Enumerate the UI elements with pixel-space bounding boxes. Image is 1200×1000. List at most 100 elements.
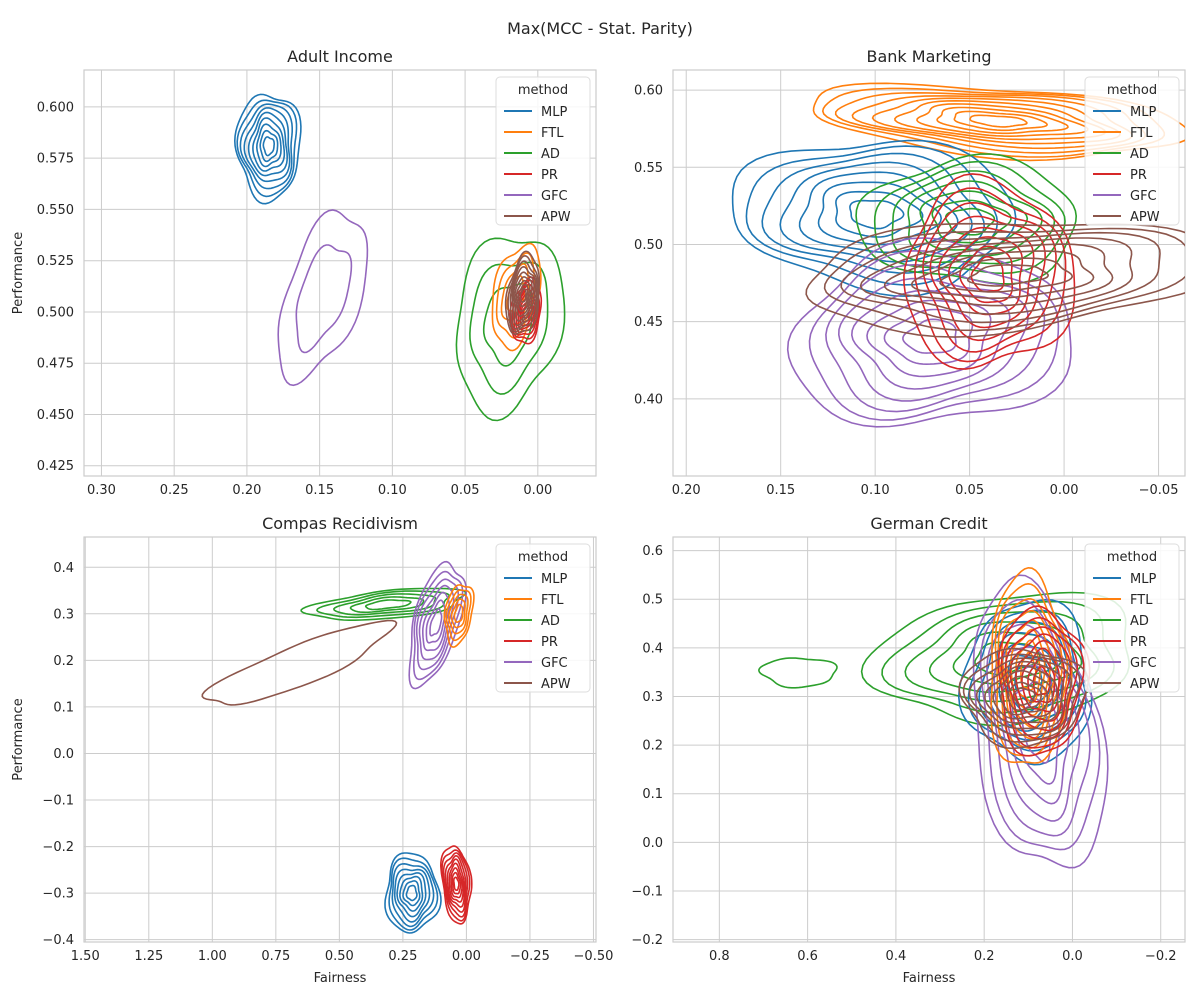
y-tick-label: 0.525	[37, 254, 74, 269]
legend-item-label: FTL	[541, 126, 564, 141]
panel-german: 0.8 0.6 0.4 0.2 0.0 −0.2 −0.2 −0.1 0.0 0.1 0.2 0.3 0…	[631, 514, 1186, 986]
legend-item-label: PR	[541, 168, 558, 183]
contour-ftl	[997, 597, 1063, 749]
y-tick-label: 0.0	[642, 836, 663, 851]
contour-gfc	[418, 584, 455, 661]
x-tick-label: 0.0	[1062, 949, 1083, 964]
legend-item-label: GFC	[1130, 656, 1157, 671]
legend-item-label: APW	[541, 677, 571, 692]
y-tick-label: 0.4	[53, 561, 74, 576]
x-tick-label: −0.50	[574, 949, 614, 964]
legend: method MLP FTL AD PR GFC APW	[1084, 543, 1180, 693]
contour-pr	[451, 871, 462, 895]
contour-mlp	[405, 884, 418, 902]
legend-item-label: GFC	[541, 656, 568, 671]
legend-item-label: APW	[541, 210, 571, 225]
legend-item-label: FTL	[1130, 593, 1153, 608]
contour-apw	[515, 279, 531, 312]
plot-frame	[83, 69, 597, 477]
contour-pr	[439, 845, 473, 925]
contour-ad	[333, 593, 437, 616]
contour-ftl	[453, 603, 464, 623]
contour-mlp	[402, 880, 421, 907]
legend-box	[1084, 76, 1180, 226]
contour-pr	[450, 867, 463, 899]
contour-apw	[517, 283, 529, 307]
contour-ftl	[969, 114, 1028, 128]
contour-gfc	[837, 277, 1029, 402]
legend-title: method	[518, 550, 568, 565]
plot-frame	[83, 536, 597, 943]
plot-frame	[672, 69, 1186, 477]
y-tick-label: 0.40	[634, 392, 663, 407]
contour-apw	[883, 243, 1114, 307]
contour-gfc	[295, 244, 353, 354]
contour-mlp	[849, 199, 905, 230]
panel-title: Adult Income	[287, 47, 393, 66]
y-tick-label: 0.45	[634, 315, 663, 330]
contour-pr	[441, 849, 471, 922]
contour-mlp	[835, 190, 924, 238]
contour-ad	[855, 153, 1078, 285]
contour-layer	[233, 93, 566, 422]
y-tick-label: 0.55	[634, 161, 663, 176]
legend-item-label: MLP	[1130, 572, 1156, 587]
contour-mlp	[388, 857, 439, 931]
y-tick-label: −0.2	[631, 933, 663, 948]
contour-pr	[1021, 647, 1061, 713]
contour-ftl	[445, 589, 472, 642]
y-tick-label: −0.1	[631, 884, 663, 899]
contour-gfc	[972, 574, 1109, 869]
x-tick-label: 0.00	[1050, 483, 1079, 498]
y-tick-label: 0.500	[37, 305, 74, 320]
plot-frame	[672, 536, 1186, 943]
legend-item-label: AD	[541, 147, 560, 162]
legend-item-label: AD	[1130, 147, 1149, 162]
y-tick-label: 0.600	[37, 100, 74, 115]
contour-apw	[519, 287, 527, 303]
contour-pr	[448, 862, 465, 903]
x-tick-label: 0.00	[523, 483, 552, 498]
contour-mlp	[391, 862, 435, 928]
contour-ftl	[491, 242, 542, 352]
contour-ad	[469, 261, 549, 395]
contour-mlp	[259, 129, 279, 163]
contour-ftl	[936, 106, 1069, 135]
contour-gfc	[808, 249, 1060, 421]
y-axis-label: Performance	[11, 698, 26, 780]
y-tick-label: −0.3	[42, 887, 74, 902]
legend-item-label: AD	[541, 614, 560, 629]
panel-adult: 0.30 0.25 0.20 0.15 0.10 0.05 0.00 0.425 0.450 0.…	[11, 47, 597, 498]
contour-pr	[959, 245, 1014, 304]
y-tick-label: 0.3	[642, 690, 663, 705]
y-tick-label: 0.2	[642, 739, 663, 754]
y-tick-label: 0.550	[37, 203, 74, 218]
contour-apw	[507, 254, 539, 333]
figure-suptitle: Max(MCC - Stat. Parity)	[507, 19, 693, 38]
x-tick-label: 0.20	[232, 483, 261, 498]
contour-apw	[966, 264, 1050, 287]
legend-title: method	[1107, 83, 1157, 98]
contour-apw	[823, 227, 1185, 332]
contour-mlp	[798, 171, 959, 254]
panel-compas: 1.50 1.25 1.00 0.75 0.50 0.25 0.00 −0.25 −0.50 −0…	[11, 514, 613, 986]
y-tick-label: 0.5	[642, 593, 663, 608]
x-tick-label: −0.2	[1145, 949, 1177, 964]
contour-apw	[511, 265, 537, 327]
y-tick-label: 0.475	[37, 357, 74, 372]
legend-item-label: FTL	[1130, 126, 1153, 141]
contour-apw	[512, 271, 535, 322]
panel-title: Bank Marketing	[866, 47, 991, 66]
y-tick-label: 0.575	[37, 152, 74, 167]
contour-pr	[453, 876, 460, 891]
contour-mlp	[731, 139, 1017, 298]
x-axis-label: Fairness	[314, 971, 367, 986]
x-tick-label: 0.2	[974, 949, 995, 964]
contour-ad	[758, 657, 838, 689]
contour-mlp	[396, 872, 427, 918]
contour-pr	[446, 858, 466, 908]
x-tick-label: 0.30	[87, 483, 116, 498]
contour-ad	[300, 587, 467, 621]
y-tick-label: 0.6	[642, 544, 663, 559]
